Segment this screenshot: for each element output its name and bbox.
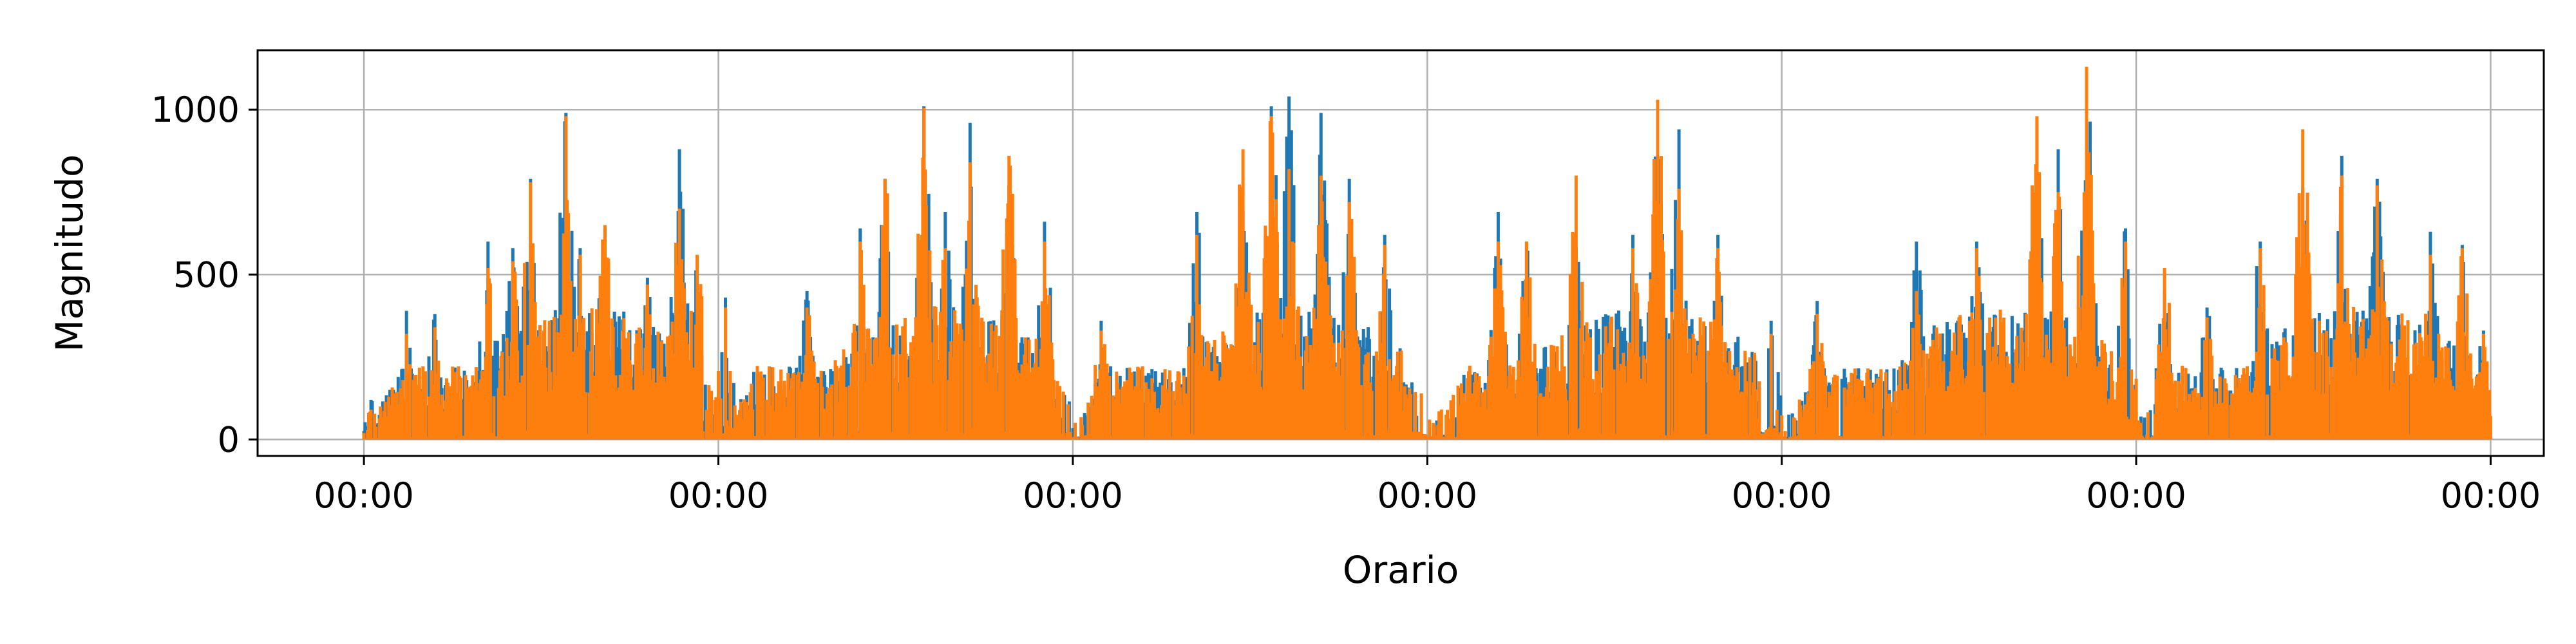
y-axis-label: Magnitudo (48, 154, 91, 352)
x-tick-label: 00:00 (1377, 475, 1477, 516)
x-tick-label: 00:00 (1023, 475, 1123, 516)
series-2-line (362, 66, 2492, 440)
x-tick-label: 00:00 (314, 475, 414, 516)
y-tick-label: 0 (218, 419, 240, 460)
x-tick-label: 00:00 (668, 475, 769, 516)
axis-ticks: 00:00 00:00 00:00 00:00 00:00 00:00 00:00 0 500 1… (151, 90, 2541, 516)
y-tick-label: 500 (173, 254, 240, 295)
x-tick-label: 00:00 (2441, 475, 2541, 516)
x-tick-label: 00:00 (2086, 475, 2186, 516)
series-layer (362, 66, 2492, 440)
y-tick-label: 1000 (151, 90, 240, 130)
x-tick-label: 00:00 (1732, 475, 1832, 516)
x-axis-label: Orario (1343, 548, 1459, 592)
plot-frame (256, 49, 2545, 457)
